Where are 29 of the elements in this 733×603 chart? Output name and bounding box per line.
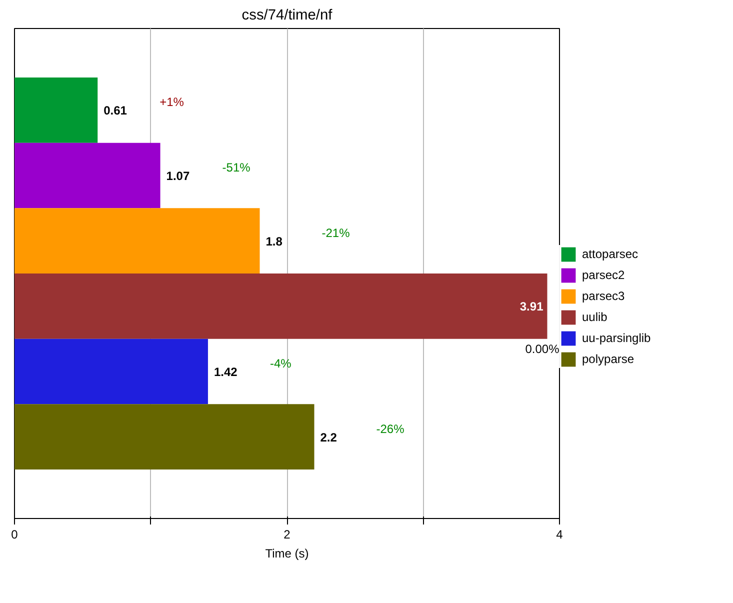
- data-label: 0.61: [104, 104, 128, 118]
- data-label: 1.07: [166, 169, 190, 183]
- chart-title: css/74/time/nf: [242, 8, 334, 24]
- bar: [14, 142, 160, 208]
- bar: [14, 78, 98, 143]
- annotation: -21%: [322, 226, 350, 240]
- x-tick-label: 4: [556, 528, 564, 542]
- x-axis-title: Time (s): [265, 546, 309, 560]
- annotation: -26%: [376, 422, 405, 436]
- annotation: 0.00%: [525, 342, 560, 356]
- bar: [14, 274, 548, 339]
- legend-label: uu-parsinglib: [582, 331, 651, 345]
- annotation: -51%: [222, 160, 251, 174]
- legend-label: polyparse: [582, 352, 634, 366]
- legend-label: parsec2: [582, 268, 625, 282]
- x-tick-label: 2: [284, 528, 291, 542]
- legend-label: uulib: [582, 310, 608, 324]
- bar: [14, 338, 208, 404]
- data-label: 1.42: [214, 365, 238, 379]
- annotation: +1%: [160, 95, 184, 110]
- annotation: -4%: [270, 356, 292, 370]
- bar: [14, 404, 314, 470]
- data-label: 3.91: [520, 300, 544, 314]
- legend-label: attoparsec: [582, 247, 638, 261]
- data-label: 2.2: [320, 430, 338, 444]
- legend-label: parsec3: [582, 289, 625, 303]
- bar: [14, 208, 260, 274]
- data-label: 1.8: [266, 234, 283, 248]
- x-tick-label: 0: [11, 528, 18, 542]
